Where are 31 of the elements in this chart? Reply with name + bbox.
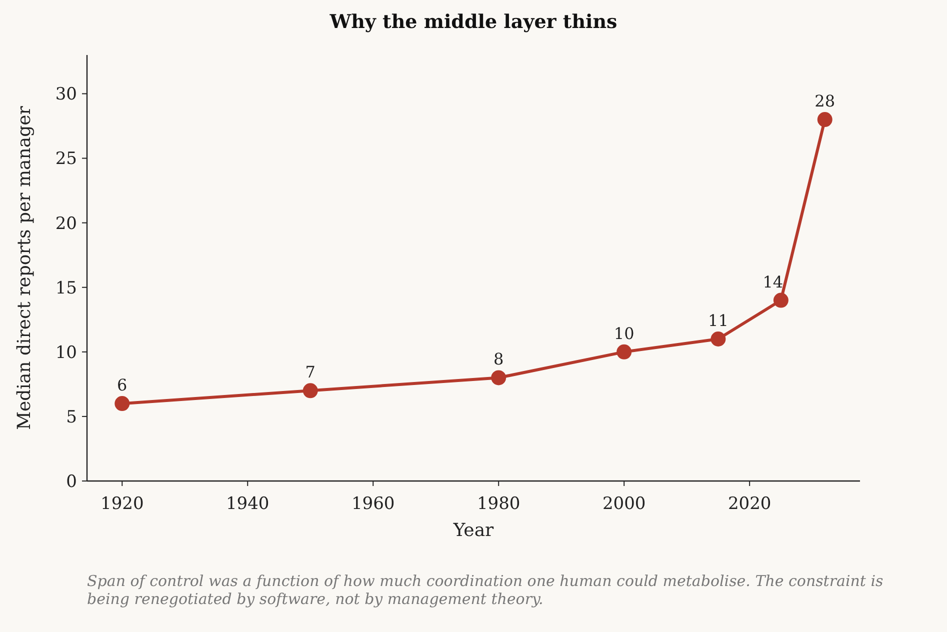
y-tick-label: 30 <box>55 84 77 105</box>
x-tick-label: 2020 <box>728 494 772 514</box>
point <box>302 383 318 398</box>
point <box>491 370 506 386</box>
data-label: 10 <box>614 324 634 343</box>
x-tick-label: 1940 <box>226 494 270 514</box>
point <box>710 332 726 346</box>
point <box>114 396 130 412</box>
y-tick-label: 15 <box>55 278 77 298</box>
y-tick-label: 10 <box>55 342 77 363</box>
point <box>616 344 632 360</box>
data-label: 6 <box>117 376 128 395</box>
y-tick-label: 0 <box>66 472 77 492</box>
x-tick-label: 2000 <box>602 494 646 514</box>
data-label: 14 <box>762 272 784 292</box>
x-tick-label: 1920 <box>100 494 144 514</box>
y-tick-label: 25 <box>55 149 77 170</box>
caption: Span of control was a function of how much coordination one human could metabolise. The constraint is being renegotiated by software, not by management theory. <box>87 572 884 608</box>
y-tick-label: 5 <box>66 407 77 428</box>
point <box>817 112 832 128</box>
data-label: 7 <box>305 362 316 382</box>
data-label: 8 <box>494 350 504 369</box>
x-tick-label: 1980 <box>476 494 520 514</box>
data-label: 28 <box>814 92 836 111</box>
x-tick-label: 1960 <box>351 494 395 514</box>
x-axis-title: Year <box>452 520 494 541</box>
y-tick-label: 20 <box>55 214 77 234</box>
point <box>773 292 788 308</box>
chart-title: Why the middle layer thins <box>328 11 618 33</box>
data-label: 11 <box>708 311 728 330</box>
y-axis-title: Median direct reports per manager <box>14 106 35 430</box>
